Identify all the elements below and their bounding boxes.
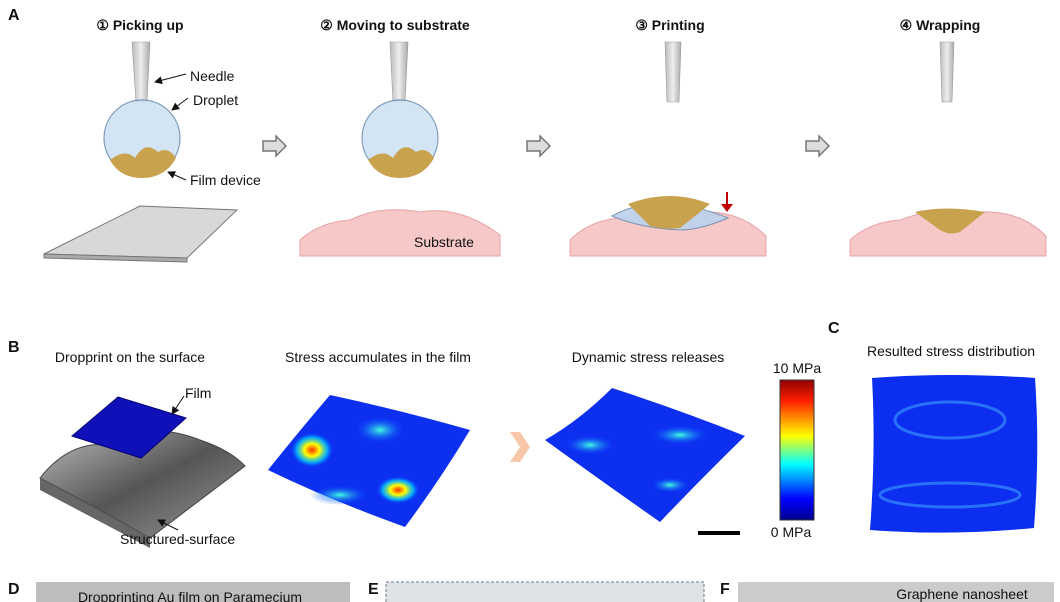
hotspot: [650, 477, 690, 493]
step-title: ① Picking up: [96, 17, 183, 33]
panel-label: A: [8, 7, 20, 24]
annotation: Substrate: [414, 234, 474, 250]
plate: [43, 205, 239, 259]
micrograph: [36, 582, 350, 602]
film-device: [628, 196, 710, 229]
red-arrowhead: [721, 204, 733, 212]
subtitle: Dropprint on the surface: [55, 349, 205, 365]
panel-b: B Dropprint on the surface Stress accumu…: [8, 339, 821, 548]
annotation: Structured-surface: [120, 531, 235, 547]
hotspot: [310, 485, 370, 505]
panel-label: D: [8, 581, 20, 598]
step-arrow: [262, 134, 288, 158]
structured-surface: [39, 430, 246, 539]
substrate: [299, 209, 501, 257]
subtitle: Dynamic stress releases: [572, 349, 725, 365]
film-device: [110, 147, 176, 178]
hotspot: [650, 425, 710, 445]
chevron: [510, 432, 530, 462]
stress-map: [545, 388, 745, 522]
step-title: ④ Wrapping: [900, 17, 981, 33]
panel-label: B: [8, 339, 20, 356]
needle: [389, 41, 409, 103]
plate-edge: [43, 253, 188, 263]
micrograph: [385, 581, 705, 602]
pointer: [154, 73, 187, 85]
panel-c: C Resulted stress distribution: [828, 320, 1038, 533]
hotspot: [564, 435, 616, 455]
panel-e: E: [368, 581, 705, 602]
caption: Graphene nanosheet: [896, 586, 1028, 602]
subtitle: Stress accumulates in the film: [285, 349, 471, 365]
colorbar: [779, 379, 815, 521]
pointer: [171, 97, 189, 111]
subtitle: Resulted stress distribution: [867, 343, 1035, 359]
step-arrow: [526, 134, 552, 158]
film-device: [915, 208, 985, 234]
annotation: Droplet: [193, 92, 238, 108]
stress-feature: [878, 481, 1022, 509]
pointer: [167, 171, 187, 181]
stress-map: [268, 395, 470, 527]
annotation: Film device: [190, 172, 261, 188]
panel-label: F: [720, 581, 730, 598]
needle: [939, 41, 955, 103]
stress-map: [870, 375, 1038, 533]
panel-label: E: [368, 581, 379, 598]
surface-edge: [40, 478, 150, 548]
film-device: [368, 147, 434, 178]
scale-bar: [698, 531, 740, 535]
annotation: Needle: [190, 68, 235, 84]
colorbar-min: 0 MPa: [771, 524, 812, 540]
panel-a: A ① Picking up ② Moving to substrate ③ P…: [8, 7, 1047, 263]
panel-d: D Dropprinting Au film on Paramecium: [8, 581, 350, 602]
step-title: ③ Printing: [635, 17, 704, 33]
needle: [131, 41, 151, 103]
pointer: [157, 519, 179, 531]
step-title: ② Moving to substrate: [320, 17, 470, 33]
colorbar-max: 10 MPa: [773, 360, 821, 376]
film-sheet: [70, 396, 187, 459]
stress-feature: [893, 400, 1007, 440]
needle: [664, 41, 682, 103]
panel-label: C: [828, 320, 840, 337]
caption: Dropprinting Au film on Paramecium: [78, 589, 302, 602]
pointer: [171, 395, 185, 415]
hotspot: [354, 416, 406, 444]
annotation: Film: [185, 385, 211, 401]
hotspot: [290, 432, 334, 468]
panel-f: F Graphene nanosheet: [720, 581, 1054, 602]
micrograph: [738, 582, 1054, 602]
step-arrow: [805, 134, 831, 158]
hotspot: [376, 476, 420, 504]
